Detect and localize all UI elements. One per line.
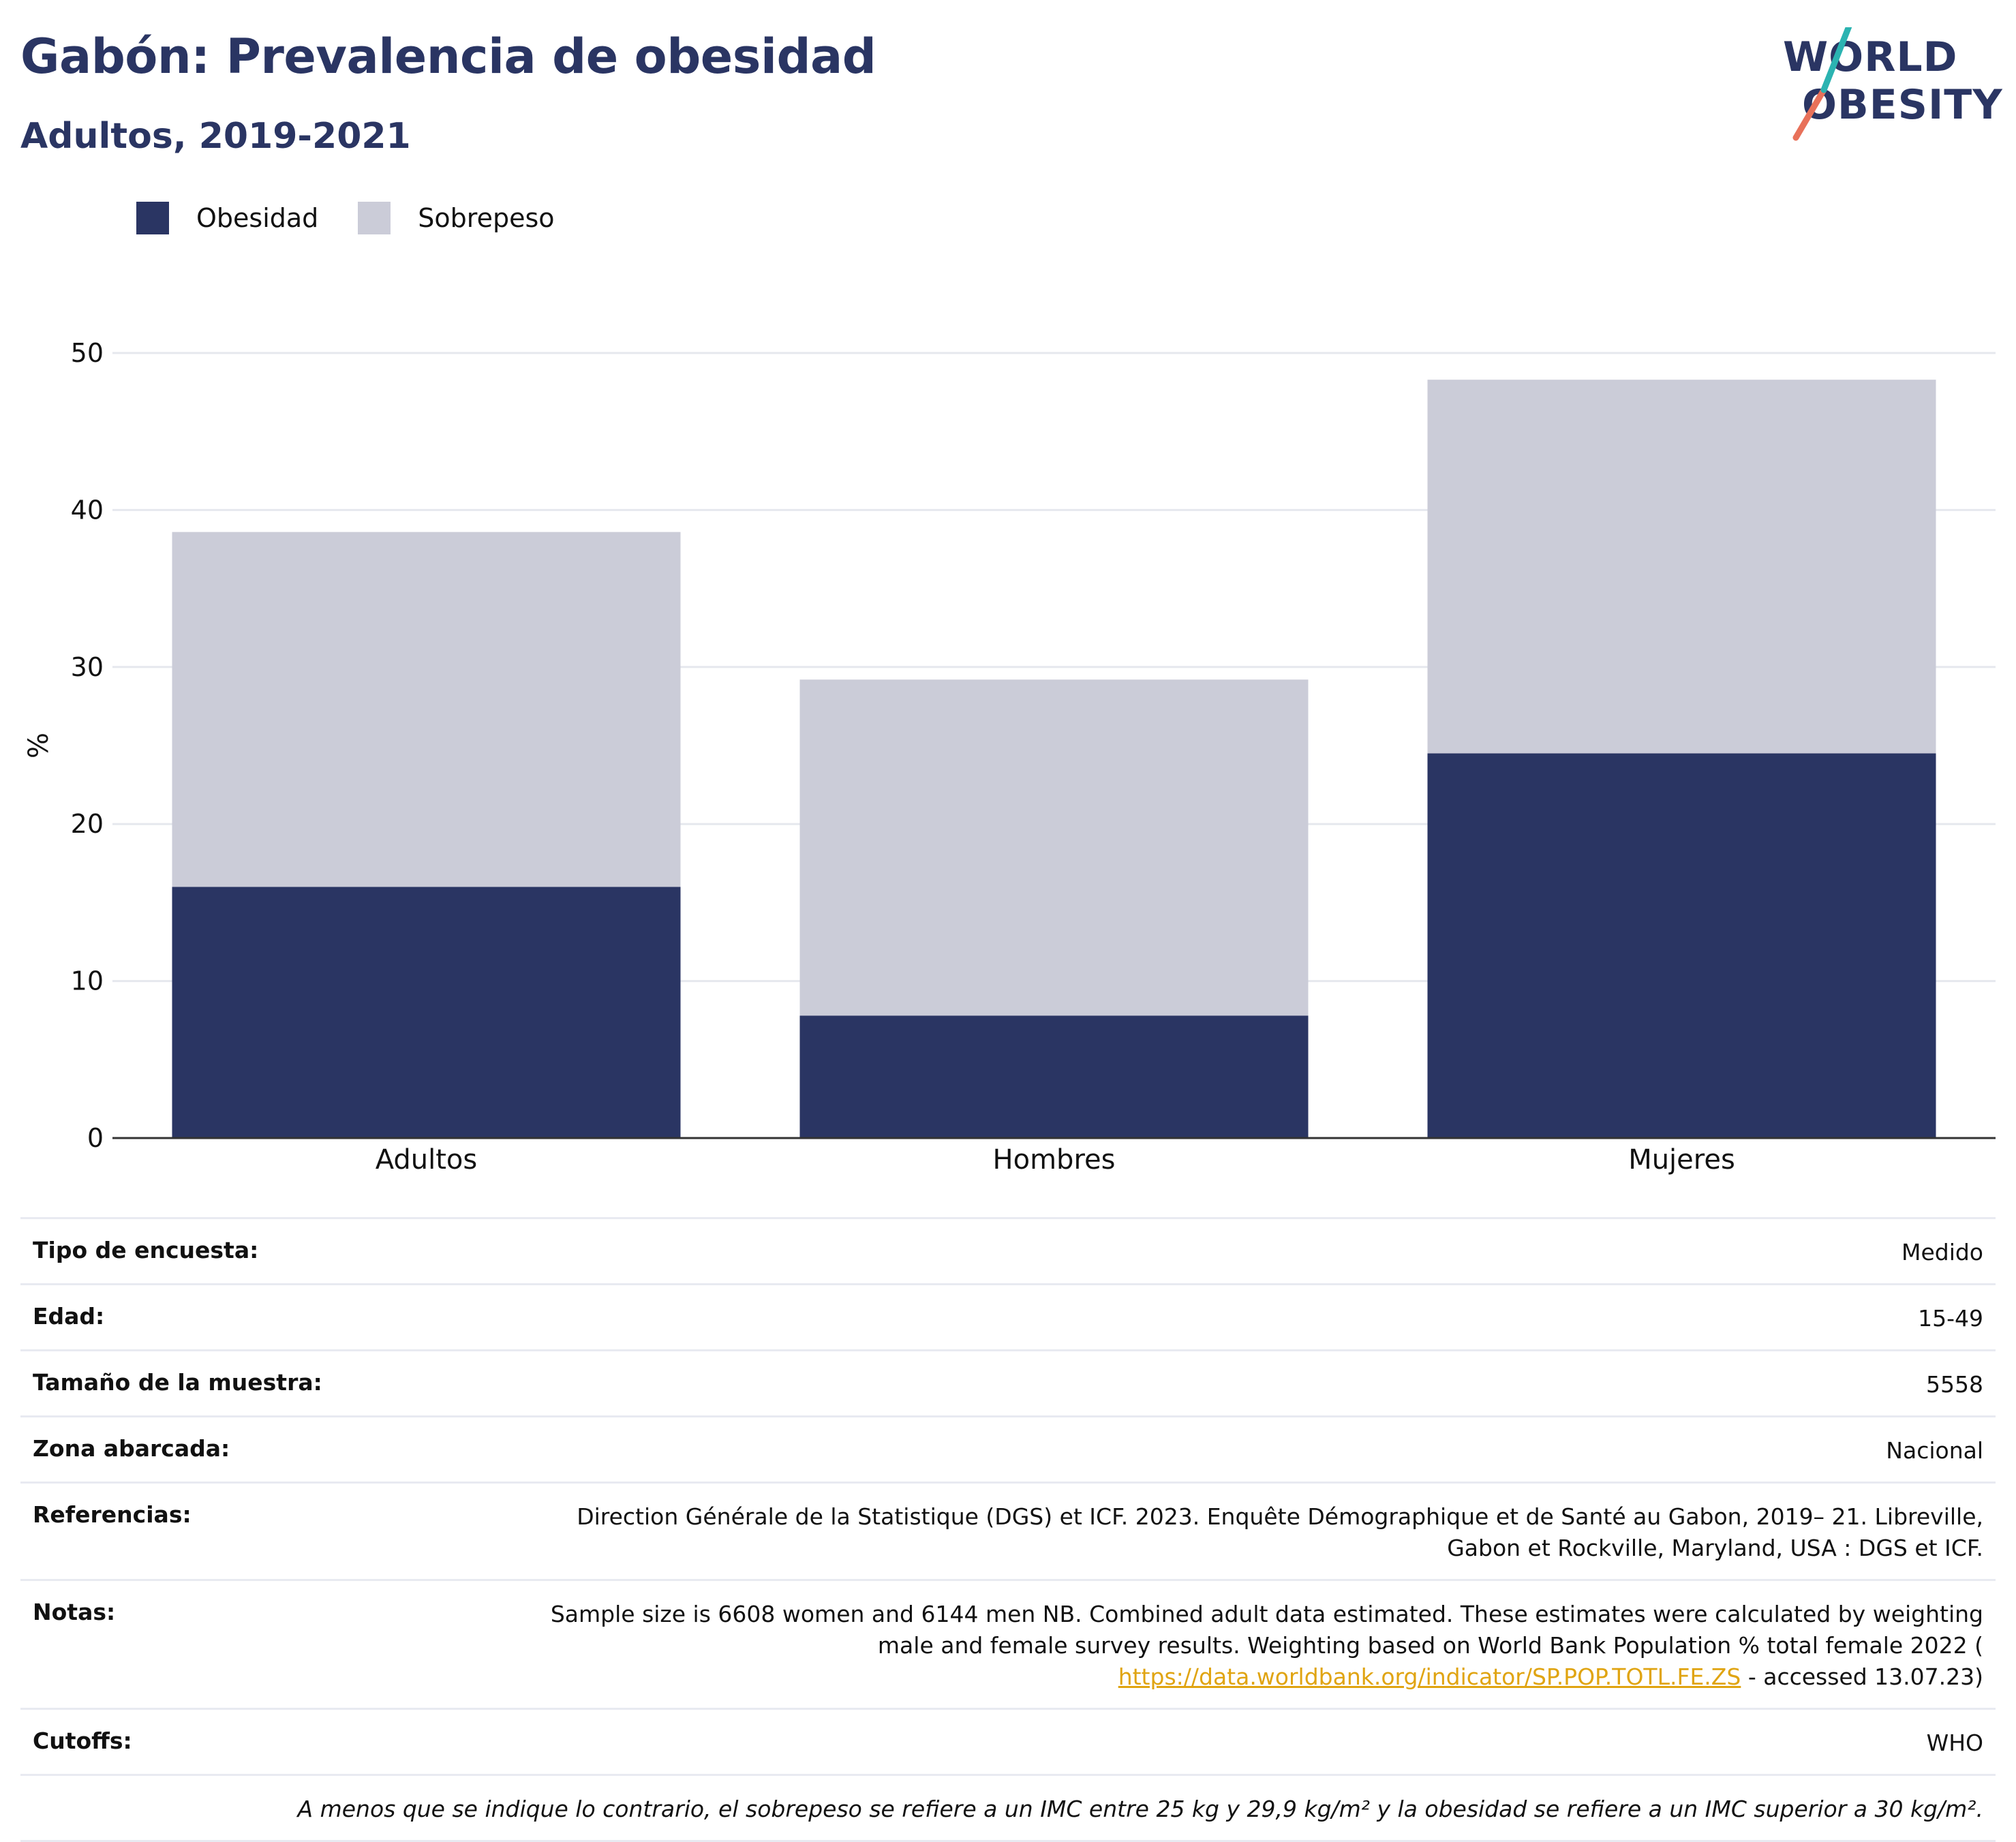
- meta-value-area: Nacional: [1886, 1437, 1983, 1464]
- bar-obesity-adultos: [172, 887, 681, 1138]
- bar-overweight-hombres: [799, 679, 1309, 1016]
- y-tick-label: 40: [71, 495, 104, 525]
- legend-swatch-overweight: [358, 202, 391, 234]
- meta-label-notes: Notas:: [33, 1599, 116, 1625]
- bar-overweight-adultos: [172, 532, 681, 887]
- world-obesity-logo: WORLD OBESITY: [1779, 27, 2002, 147]
- y-tick-label: 0: [87, 1123, 104, 1153]
- meta-row-area: Zona abarcada: Nacional: [20, 1415, 1996, 1482]
- x-tick-label: Hombres: [993, 1144, 1116, 1176]
- x-tick-label: Mujeres: [1628, 1144, 1735, 1176]
- chart-title: Gabón: Prevalencia de obesidad: [20, 29, 876, 85]
- meta-value-sample-size: 5558: [1926, 1371, 1983, 1398]
- chart-subtitle: Adultos, 2019-2021: [20, 116, 411, 157]
- meta-value-age: 15-49: [1918, 1305, 1983, 1332]
- y-axis-label: %: [23, 733, 55, 758]
- bar-obesity-hombres: [799, 1015, 1309, 1138]
- meta-row-references: Referencias: Direction Générale de la St…: [20, 1482, 1996, 1579]
- legend-label-obesity: Obesidad: [196, 203, 319, 233]
- meta-label-survey-type: Tipo de encuesta:: [33, 1237, 259, 1263]
- meta-value-notes: Sample size is 6608 women and 6144 men N…: [498, 1599, 1983, 1693]
- logo-line-2: OBESITY: [1802, 81, 2003, 129]
- meta-row-sample-size: Tamaño de la muestra: 5558: [20, 1349, 1996, 1415]
- y-tick-label: 30: [71, 652, 104, 682]
- notes-suffix: - accessed 13.07.23): [1741, 1663, 1983, 1690]
- logo-slash-icon: [1792, 27, 1852, 141]
- legend-label-overweight: Sobrepeso: [418, 203, 555, 233]
- meta-label-sample-size: Tamaño de la muestra:: [33, 1369, 322, 1396]
- y-tick-label: 50: [71, 338, 104, 368]
- logo-line-1: WORLD: [1783, 33, 1958, 81]
- y-tick-label: 10: [71, 966, 104, 996]
- legend-swatch-obesity: [136, 202, 169, 234]
- meta-row-notes: Notas: Sample size is 6608 women and 614…: [20, 1579, 1996, 1708]
- bar-chart: 0 10 20 30 40 50% Adultos Hombres Mujeres: [23, 338, 1996, 1176]
- notes-text: Sample size is 6608 women and 6144 men N…: [550, 1601, 1983, 1659]
- worldbank-link[interactable]: https://data.worldbank.org/indicator/SP.…: [1118, 1663, 1741, 1690]
- meta-row-age: Edad: 15-49: [20, 1283, 1996, 1349]
- meta-row-cutoffs: Cutoffs: WHO: [20, 1708, 1996, 1774]
- meta-value-survey-type: Medido: [1901, 1239, 1983, 1265]
- legend-item-overweight: Sobrepeso: [358, 202, 555, 234]
- meta-row-survey-type: Tipo de encuesta: Medido: [20, 1217, 1996, 1283]
- legend-item-obesity: Obesidad: [136, 202, 318, 234]
- meta-label-references: Referencias:: [33, 1501, 192, 1528]
- survey-details-table: Tipo de encuesta: Medido Edad: 15-49 Tam…: [20, 1217, 1996, 1842]
- meta-label-cutoffs: Cutoffs:: [33, 1728, 132, 1754]
- meta-value-cutoffs: WHO: [1926, 1730, 1983, 1756]
- meta-value-references: Direction Générale de la Statistique (DG…: [577, 1503, 1983, 1561]
- meta-label-area: Zona abarcada:: [33, 1435, 230, 1462]
- x-tick-label: Adultos: [376, 1144, 478, 1176]
- meta-label-age: Edad:: [33, 1303, 105, 1330]
- bmi-footnote: A menos que se indique lo contrario, el …: [297, 1796, 1983, 1822]
- chart-legend: Obesidad Sobrepeso: [136, 202, 594, 234]
- bar-obesity-mujeres: [1427, 753, 1936, 1138]
- bar-overweight-mujeres: [1427, 380, 1936, 754]
- meta-row-footnote: A menos que se indique lo contrario, el …: [20, 1774, 1996, 1842]
- y-tick-label: 20: [71, 809, 104, 839]
